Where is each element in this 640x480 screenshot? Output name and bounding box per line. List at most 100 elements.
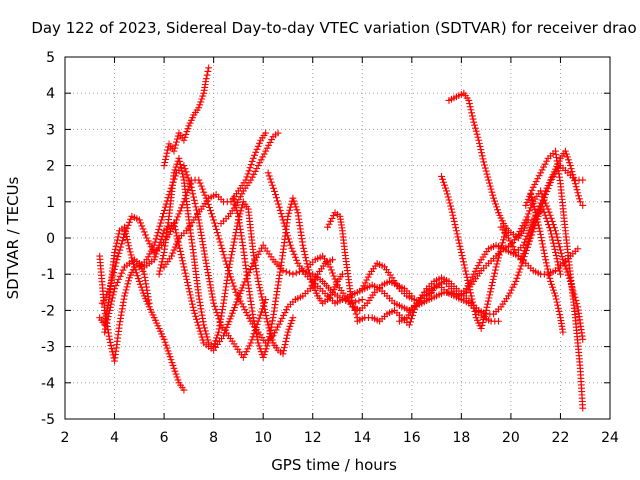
data-point xyxy=(481,313,488,320)
data-point xyxy=(138,286,146,294)
data-point xyxy=(493,203,500,211)
data-point xyxy=(534,218,542,226)
data-point xyxy=(106,339,114,346)
data-point xyxy=(350,303,358,311)
data-point xyxy=(300,248,308,255)
data-point xyxy=(172,163,180,171)
data-point xyxy=(287,241,294,249)
data-point xyxy=(183,275,191,283)
data-point xyxy=(157,264,164,272)
data-point xyxy=(448,208,456,216)
data-point xyxy=(279,350,287,358)
data-point xyxy=(286,322,294,330)
data-point xyxy=(554,301,562,309)
data-series-track-05 xyxy=(135,162,270,361)
data-point xyxy=(461,264,469,272)
data-point xyxy=(571,177,578,185)
data-point xyxy=(541,253,549,260)
data-point xyxy=(226,257,234,265)
data-point xyxy=(519,250,527,258)
data-point xyxy=(252,265,260,272)
data-point xyxy=(123,283,131,291)
data-point xyxy=(563,150,570,158)
data-point xyxy=(457,245,465,253)
data-point xyxy=(447,202,455,210)
data-point xyxy=(529,200,537,208)
data-point xyxy=(289,247,297,255)
data-point xyxy=(280,219,288,227)
data-point xyxy=(438,173,445,180)
data-point xyxy=(487,285,495,293)
data-point xyxy=(108,345,116,353)
data-point xyxy=(509,283,517,291)
data-point xyxy=(123,236,131,243)
data-point xyxy=(201,327,209,335)
data-point xyxy=(114,253,122,260)
data-point xyxy=(122,286,130,294)
data-point xyxy=(327,217,334,225)
data-point xyxy=(255,342,263,350)
data-point xyxy=(306,285,314,293)
data-point xyxy=(239,303,247,311)
data-point xyxy=(505,292,512,300)
data-point xyxy=(190,196,198,204)
data-point xyxy=(490,272,498,280)
data-point xyxy=(249,154,257,162)
data-point xyxy=(262,147,270,155)
data-point xyxy=(555,264,563,272)
data-point xyxy=(542,256,549,264)
data-point xyxy=(352,310,360,318)
data-point xyxy=(155,226,163,233)
data-point xyxy=(484,173,492,181)
data-point xyxy=(492,263,500,271)
data-point xyxy=(529,222,537,230)
data-point xyxy=(535,224,543,232)
data-point xyxy=(498,242,506,250)
data-point xyxy=(229,245,237,252)
data-point xyxy=(118,308,126,316)
data-point xyxy=(537,234,545,241)
data-point xyxy=(532,178,540,185)
data-point xyxy=(212,222,219,230)
x-tick-label: 24 xyxy=(601,430,619,446)
data-point xyxy=(407,318,414,326)
data-point xyxy=(451,221,459,228)
data-point xyxy=(207,287,215,295)
data-point xyxy=(497,245,505,253)
data-point xyxy=(211,340,219,348)
data-point xyxy=(219,302,227,310)
data-point xyxy=(159,213,166,221)
data-point xyxy=(522,244,530,252)
data-point xyxy=(540,249,548,257)
data-point xyxy=(490,194,497,202)
data-point xyxy=(254,274,262,282)
data-point xyxy=(265,336,273,344)
data-point xyxy=(194,318,201,326)
data-point xyxy=(151,253,159,261)
data-point xyxy=(290,197,298,205)
data-point xyxy=(182,131,190,138)
data-point xyxy=(216,322,224,330)
data-point xyxy=(101,293,109,301)
data-point xyxy=(213,334,221,342)
data-point xyxy=(268,181,276,189)
data-point xyxy=(465,97,473,104)
data-series-track-06 xyxy=(160,64,213,169)
data-point xyxy=(198,308,205,316)
data-point xyxy=(302,254,310,262)
data-point xyxy=(573,300,581,308)
data-point xyxy=(540,190,548,198)
data-point xyxy=(282,226,290,233)
data-point xyxy=(116,246,124,254)
data-point xyxy=(339,270,346,278)
data-point xyxy=(552,249,559,256)
data-point xyxy=(108,297,116,305)
data-point xyxy=(579,202,587,209)
data-point xyxy=(467,106,475,114)
data-point xyxy=(548,280,555,288)
data-point xyxy=(518,259,526,267)
data-point xyxy=(280,312,287,319)
data-point xyxy=(160,335,168,343)
data-point xyxy=(238,190,246,198)
data-point xyxy=(111,265,118,273)
